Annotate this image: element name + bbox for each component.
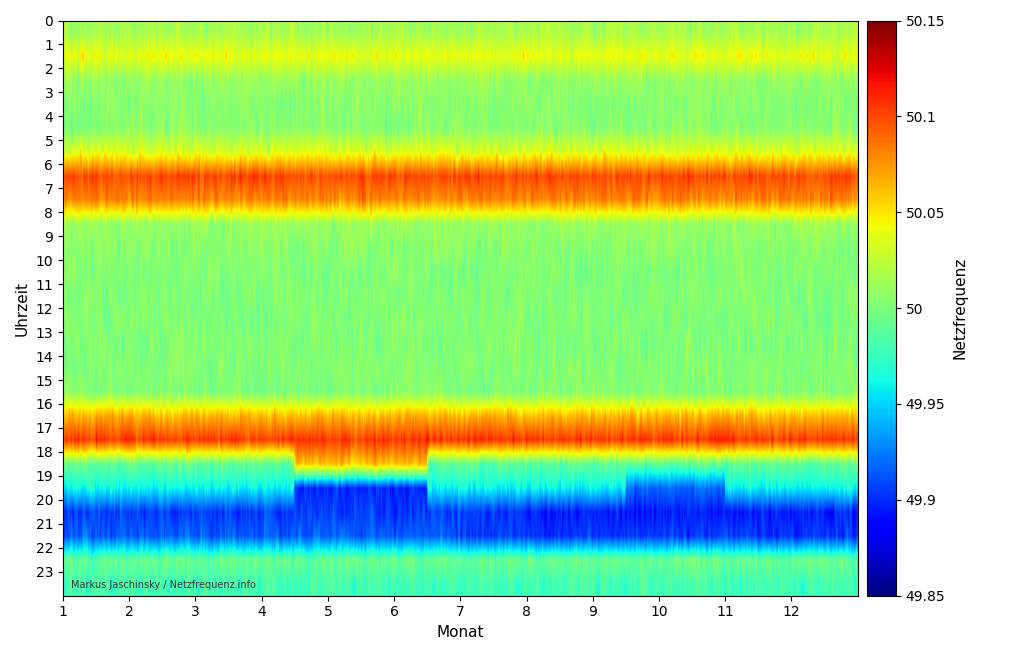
X-axis label: Monat: Monat [436,625,484,640]
Y-axis label: Uhrzeit: Uhrzeit [15,280,30,335]
Y-axis label: Netzfrequenz: Netzfrequenz [952,257,967,359]
Text: Markus Jaschinsky / Netzfrequenz.info: Markus Jaschinsky / Netzfrequenz.info [71,580,256,590]
